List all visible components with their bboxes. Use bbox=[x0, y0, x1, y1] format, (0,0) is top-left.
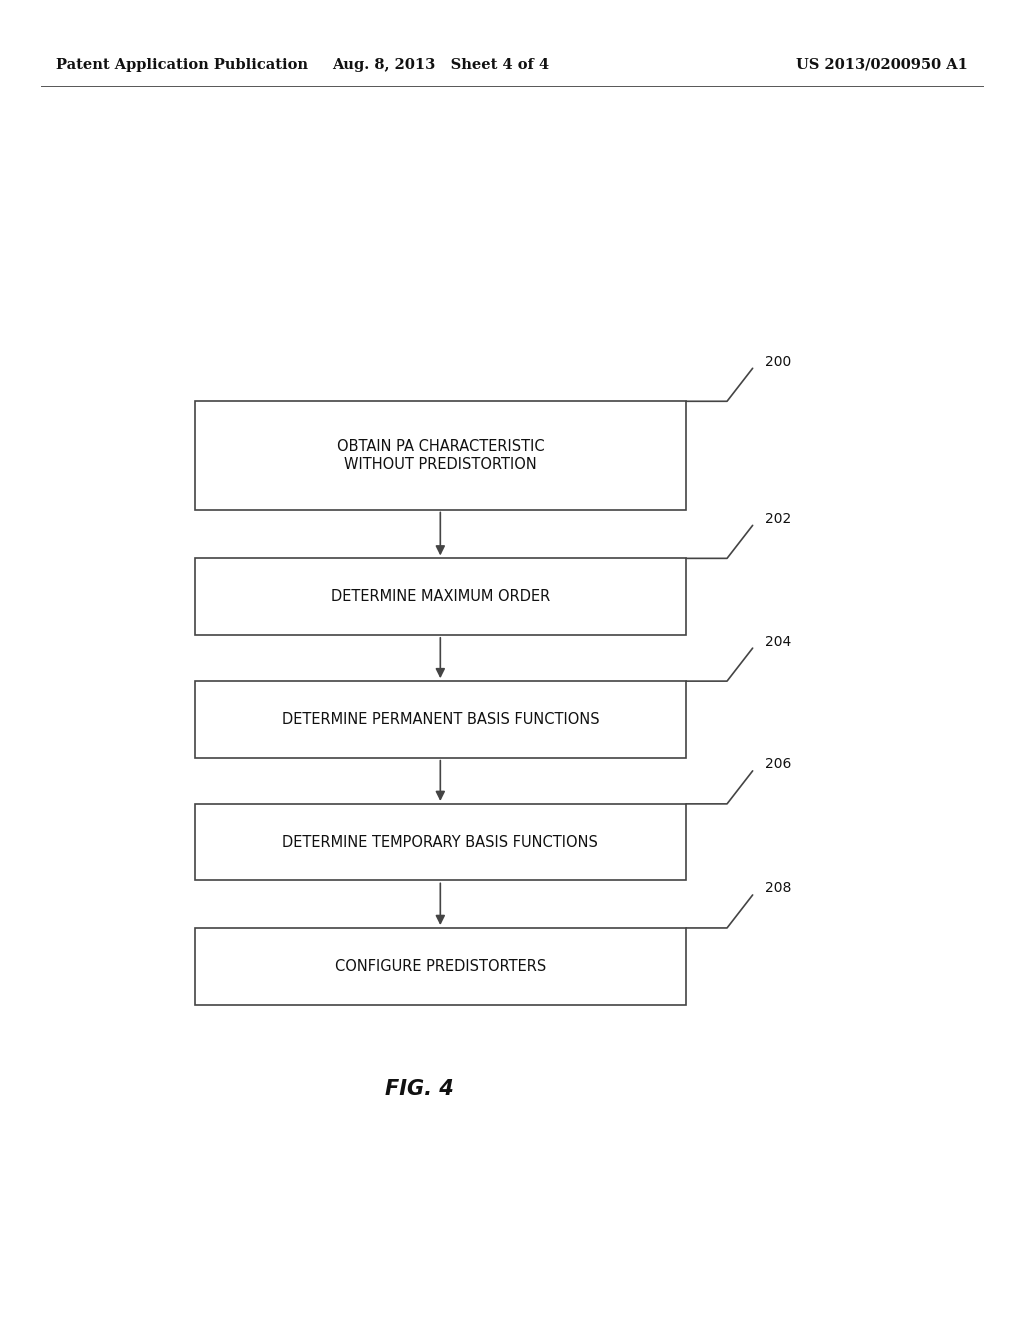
Text: Patent Application Publication: Patent Application Publication bbox=[56, 58, 308, 71]
Bar bbox=[195, 928, 686, 1005]
Bar bbox=[195, 558, 686, 635]
Text: DETERMINE MAXIMUM ORDER: DETERMINE MAXIMUM ORDER bbox=[331, 589, 550, 605]
Bar bbox=[195, 401, 686, 510]
Text: 204: 204 bbox=[765, 635, 792, 648]
Text: 200: 200 bbox=[765, 355, 792, 368]
Bar bbox=[195, 804, 686, 880]
Text: OBTAIN PA CHARACTERISTIC
WITHOUT PREDISTORTION: OBTAIN PA CHARACTERISTIC WITHOUT PREDIST… bbox=[337, 440, 544, 471]
Text: 202: 202 bbox=[765, 512, 792, 525]
Text: US 2013/0200950 A1: US 2013/0200950 A1 bbox=[796, 58, 968, 71]
Text: DETERMINE PERMANENT BASIS FUNCTIONS: DETERMINE PERMANENT BASIS FUNCTIONS bbox=[282, 711, 599, 727]
Text: 208: 208 bbox=[765, 882, 792, 895]
Bar bbox=[195, 681, 686, 758]
Text: 206: 206 bbox=[765, 758, 792, 771]
Text: CONFIGURE PREDISTORTERS: CONFIGURE PREDISTORTERS bbox=[335, 958, 546, 974]
Text: Aug. 8, 2013   Sheet 4 of 4: Aug. 8, 2013 Sheet 4 of 4 bbox=[332, 58, 549, 71]
Text: DETERMINE TEMPORARY BASIS FUNCTIONS: DETERMINE TEMPORARY BASIS FUNCTIONS bbox=[283, 834, 598, 850]
Text: FIG. 4: FIG. 4 bbox=[385, 1078, 455, 1100]
